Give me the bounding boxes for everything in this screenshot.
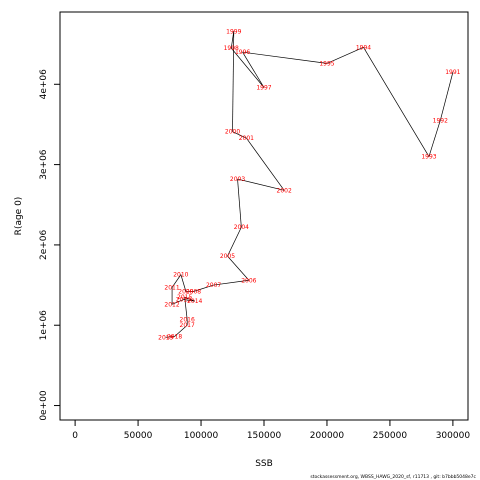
point-label-2019: 2019	[158, 334, 173, 341]
point-label-group: 1991 1992 1993 1994 1995 1996 1997 1998 1999 2000…	[158, 28, 461, 341]
series-segment	[428, 120, 441, 157]
y-tick-label: 3e+06	[39, 149, 49, 180]
point-label-1995: 1995	[319, 60, 334, 67]
plot-frame	[59, 11, 469, 421]
series-segment	[242, 51, 265, 88]
point-label-2009: 2009	[178, 288, 193, 295]
y-tick-label: 1e+06	[39, 310, 49, 341]
series-segment	[230, 47, 265, 88]
point-label-2017: 2017	[180, 322, 195, 329]
series-segment	[174, 324, 188, 337]
point-label-2015: 2015	[177, 294, 192, 301]
series-line-group	[165, 31, 454, 338]
point-label-1993: 1993	[421, 154, 436, 161]
x-tick-label: 100000	[184, 431, 219, 441]
series-segment	[237, 178, 285, 191]
series-segment	[363, 47, 430, 157]
series-segment	[242, 51, 328, 64]
series-segment	[232, 131, 247, 139]
x-axis-label: SSB	[255, 459, 273, 469]
point-label-2000: 2000	[225, 129, 240, 136]
point-label-2005: 2005	[220, 253, 235, 260]
series-segment	[326, 47, 364, 64]
series-segment	[439, 72, 454, 121]
y-axis: 0e+00 1e+06 2e+06 3e+06 4e+06	[39, 69, 60, 421]
point-label-1998: 1998	[224, 45, 239, 52]
series-segment	[230, 31, 235, 49]
point-label-2013: 2013	[176, 297, 191, 304]
point-label-2014: 2014	[187, 298, 202, 305]
point-label-2003: 2003	[230, 176, 245, 183]
series-segment	[180, 274, 187, 292]
y-axis-label: R(age 0)	[14, 197, 24, 236]
point-label-1992: 1992	[433, 117, 448, 124]
point-label-1996: 1996	[235, 49, 250, 56]
point-label-2016: 2016	[180, 317, 195, 324]
point-label-2012: 2012	[164, 301, 179, 308]
point-label-2010: 2010	[173, 272, 188, 279]
series-segment	[227, 227, 242, 257]
series-segment	[237, 179, 242, 228]
point-label-2008: 2008	[186, 288, 201, 295]
point-label-2004: 2004	[234, 224, 249, 231]
point-label-2007: 2007	[206, 282, 221, 289]
series-segment	[227, 255, 250, 281]
x-tick-label: 50000	[124, 431, 153, 441]
x-tick-label: 200000	[310, 431, 345, 441]
point-label-2006: 2006	[241, 277, 256, 284]
y-tick-label: 4e+06	[39, 69, 49, 100]
y-tick-label: 2e+06	[39, 230, 49, 261]
point-label-2002: 2002	[277, 187, 292, 194]
point-label-1999: 1999	[226, 28, 241, 35]
y-tick-label: 0e+00	[39, 390, 49, 421]
series-segment	[213, 279, 249, 286]
point-label-2001: 2001	[239, 135, 254, 142]
series-segment	[184, 297, 188, 320]
point-label-2018: 2018	[167, 333, 182, 340]
point-label-2011: 2011	[164, 284, 179, 291]
series-segment	[184, 296, 195, 302]
point-label-1997: 1997	[256, 84, 271, 91]
series-segment	[232, 31, 235, 132]
point-label-1991: 1991	[445, 69, 460, 76]
series-segment	[171, 299, 184, 305]
point-label-1994: 1994	[356, 44, 371, 51]
x-tick-label: 300000	[436, 431, 471, 441]
series-segment	[246, 137, 285, 191]
x-axis: 0 50000 100000 150000 200000 250000 300000	[72, 420, 470, 441]
series-segment	[165, 336, 175, 338]
x-tick-label: 250000	[373, 431, 408, 441]
x-tick-label: 0	[72, 431, 78, 441]
footer-text: stockassessment.org, WBSS_HAWG_2020_sf, …	[310, 474, 476, 480]
x-tick-label: 150000	[247, 431, 282, 441]
series-segment	[171, 274, 182, 288]
series-segment	[193, 284, 214, 292]
